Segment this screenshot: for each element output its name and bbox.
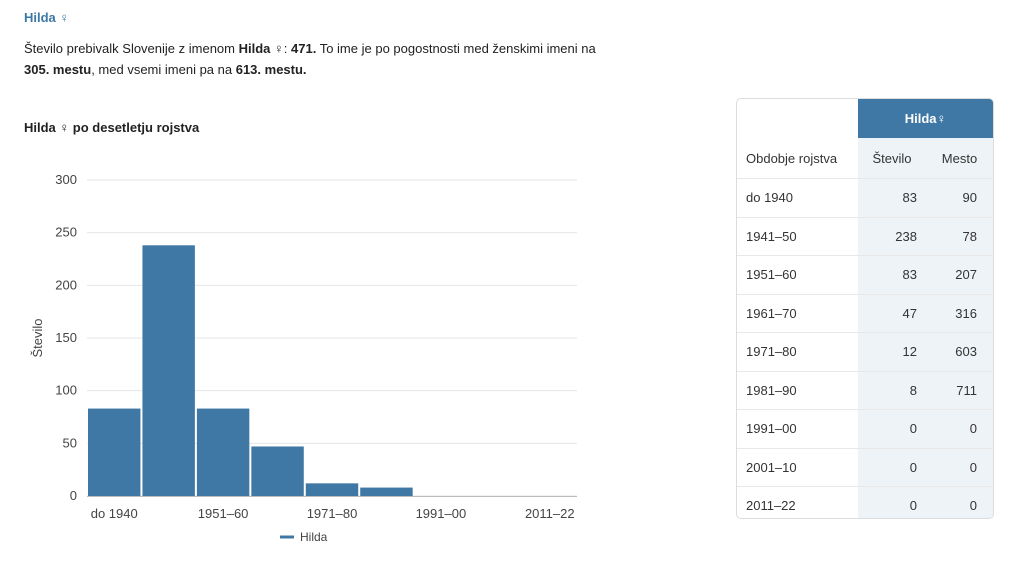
y-tick-label: 250 xyxy=(55,225,77,240)
table-row: do 1940 83 90 xyxy=(737,178,993,217)
table-row: 1941–50 238 78 xyxy=(737,216,993,256)
cell-rank: 0 xyxy=(926,486,993,518)
cell-rank: 711 xyxy=(926,370,993,410)
cell-rank: 207 xyxy=(926,255,993,294)
y-tick-label: 0 xyxy=(70,488,77,503)
y-tick-label: 100 xyxy=(55,383,77,398)
description: Število prebivalk Slovenije z imenom Hil… xyxy=(24,41,596,77)
legend-label: Hilda xyxy=(300,530,328,544)
table-row: 1981–90 8 711 xyxy=(737,370,993,410)
x-tick-label: 1971–80 xyxy=(307,506,358,521)
bar xyxy=(251,446,304,496)
table-corner xyxy=(737,99,858,138)
female-symbol-icon: ♀ xyxy=(59,10,70,25)
cell-period: 1941–50 xyxy=(737,216,858,256)
x-tick-label: 2011–22 xyxy=(525,506,575,521)
stats-table: Hilda♀ Obdobje rojstva Število Mesto do … xyxy=(736,98,994,519)
cell-count: 238 xyxy=(858,216,926,256)
bar-chart: 0 50 100 150 200 250 300 do 1940 1951–60 1971–80 1… xyxy=(30,172,577,544)
bar xyxy=(305,483,359,496)
bar xyxy=(142,245,195,496)
cell-count: 47 xyxy=(858,293,926,333)
y-tick-label: 150 xyxy=(55,330,77,345)
cell-rank: 0 xyxy=(926,447,993,487)
cell-count: 8 xyxy=(858,370,926,410)
cell-rank: 603 xyxy=(926,332,993,371)
header-rank: Mesto xyxy=(926,138,993,179)
table-brand-header: Hilda♀ xyxy=(858,99,993,138)
header-count: Število xyxy=(858,138,926,179)
female-symbol-icon: ♀ xyxy=(59,120,70,135)
header-period: Obdobje rojstva xyxy=(746,150,838,166)
y-axis-label: Število xyxy=(30,318,45,357)
cell-period: 1991–00 xyxy=(737,409,858,448)
cell-rank: 90 xyxy=(926,178,993,217)
cell-count: 0 xyxy=(858,409,926,448)
table-row: 1971–80 12 603 xyxy=(737,332,993,371)
desc-name: Hilda xyxy=(238,41,271,56)
rank-all: 613. mestu. xyxy=(235,62,307,77)
cell-rank: 316 xyxy=(926,293,993,333)
x-tick-label: do 1940 xyxy=(91,506,138,521)
y-tick-label: 300 xyxy=(55,172,77,187)
table-row: 2011–22 0 0 xyxy=(737,486,993,518)
table-row: 1961–70 47 316 xyxy=(737,293,993,333)
table-row: 2001–10 0 0 xyxy=(737,447,993,487)
y-tick-label: 50 xyxy=(63,435,77,450)
bar xyxy=(88,408,141,496)
cell-period: 2001–10 xyxy=(737,447,858,487)
cell-period: 2011–22 xyxy=(737,486,858,518)
cell-rank: 78 xyxy=(926,216,993,256)
cell-period: 1971–80 xyxy=(737,332,858,371)
cell-count: 83 xyxy=(858,178,926,217)
bar xyxy=(360,487,413,496)
female-symbol-icon: ♀ xyxy=(274,41,284,56)
heading-name: Hilda xyxy=(24,10,56,25)
x-tick-label: 1991–00 xyxy=(416,506,467,521)
table-row: 1951–60 83 207 xyxy=(737,255,993,294)
cell-period: 1981–90 xyxy=(737,370,858,410)
total-count: 471. xyxy=(291,41,317,56)
cell-count: 12 xyxy=(858,332,926,371)
cell-period: 1961–70 xyxy=(737,293,858,333)
page-heading: Hilda ♀ xyxy=(24,10,69,25)
chart-title: Hilda ♀ po desetletju rojstva xyxy=(24,120,200,135)
bar xyxy=(196,408,250,496)
cell-count: 0 xyxy=(858,447,926,487)
cell-period: 1951–60 xyxy=(737,255,858,294)
rank-female: 305. mestu xyxy=(24,62,92,77)
table-row: 1991–00 0 0 xyxy=(737,409,993,448)
x-tick-label: 1951–60 xyxy=(198,506,249,521)
y-tick-label: 200 xyxy=(55,277,77,292)
cell-count: 83 xyxy=(858,255,926,294)
cell-rank: 0 xyxy=(926,409,993,448)
cell-count: 0 xyxy=(858,486,926,518)
cell-period: do 1940 xyxy=(737,178,858,217)
